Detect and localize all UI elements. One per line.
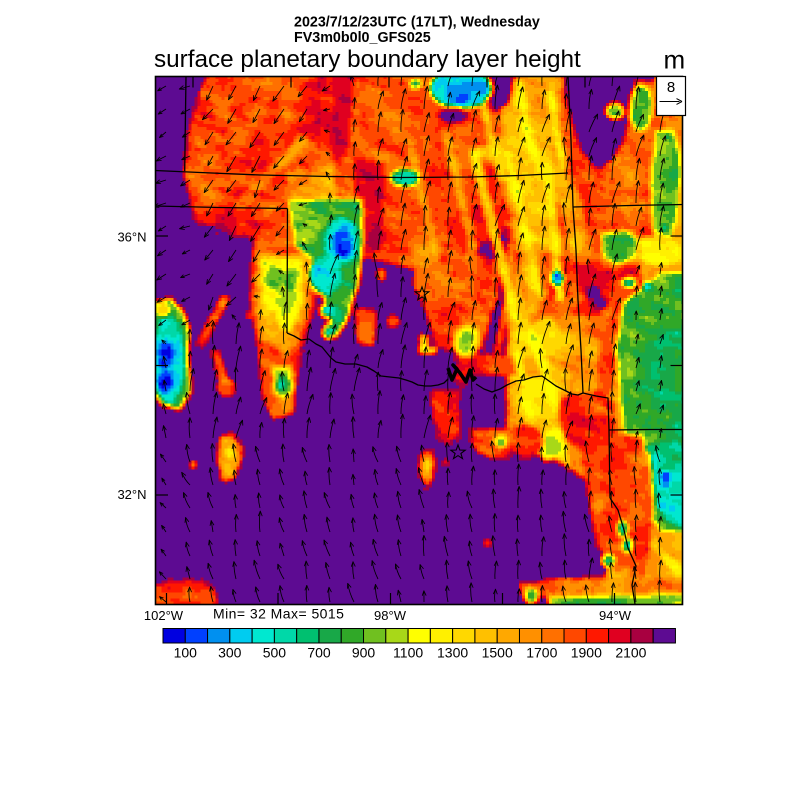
svg-text:102°W: 102°W — [144, 608, 184, 623]
svg-text:94°W: 94°W — [599, 608, 632, 623]
svg-text:Min= 32 Max= 5015: Min= 32 Max= 5015 — [213, 606, 344, 622]
svg-text:2023/7/12/23UTC (17LT), Wednes: 2023/7/12/23UTC (17LT), Wednesday — [294, 15, 540, 31]
svg-text:100: 100 — [174, 645, 198, 661]
svg-text:700: 700 — [307, 645, 331, 661]
svg-text:FV3m0b0l0_GFS025: FV3m0b0l0_GFS025 — [294, 30, 431, 46]
svg-text:8: 8 — [667, 79, 675, 96]
svg-text:1700: 1700 — [526, 645, 557, 661]
svg-text:2100: 2100 — [615, 645, 646, 661]
svg-text:1300: 1300 — [437, 645, 468, 661]
svg-text:900: 900 — [352, 645, 376, 661]
svg-text:32°N: 32°N — [117, 487, 146, 502]
svg-text:1100: 1100 — [393, 645, 423, 661]
svg-text:98°W: 98°W — [374, 608, 407, 623]
svg-text:m: m — [664, 45, 686, 75]
svg-text:1500: 1500 — [482, 645, 513, 661]
svg-text:300: 300 — [218, 645, 242, 661]
svg-text:1900: 1900 — [571, 645, 602, 661]
svg-text:36°N: 36°N — [117, 230, 146, 245]
svg-text:surface planetary boundary lay: surface planetary boundary layer height — [154, 46, 581, 73]
svg-text:500: 500 — [263, 645, 287, 661]
